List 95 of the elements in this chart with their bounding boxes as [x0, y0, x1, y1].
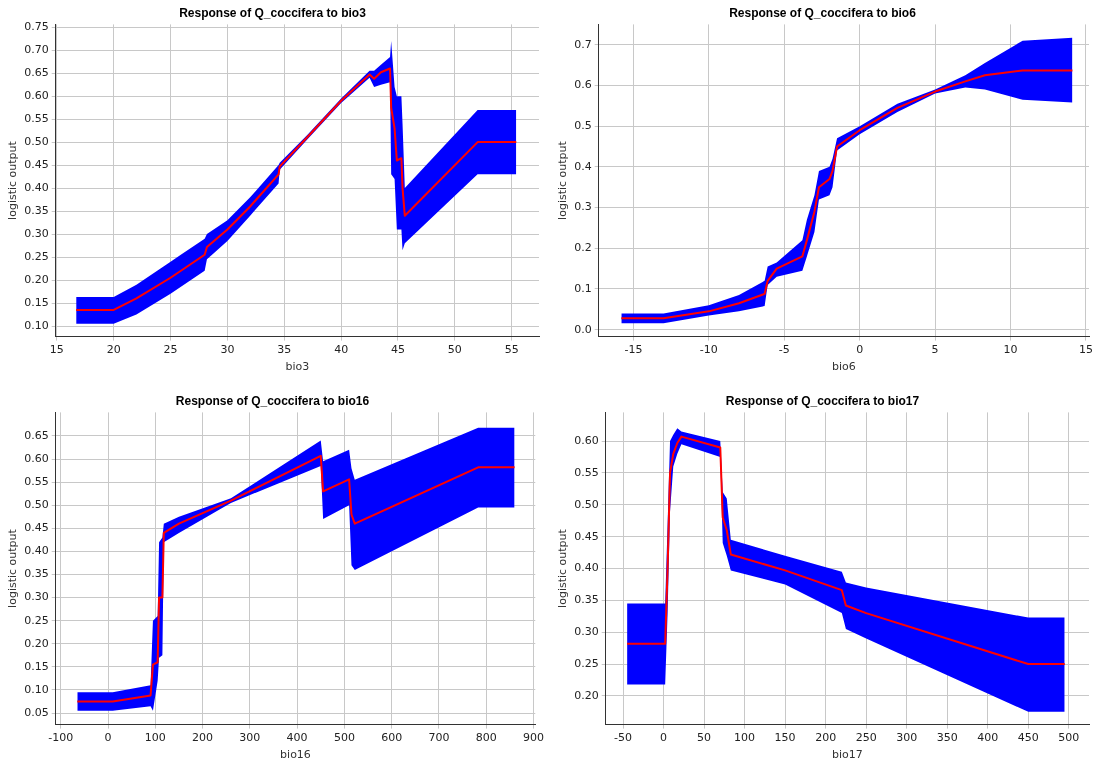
- y-tick-label: 0.3: [574, 200, 592, 214]
- x-tick-label: 45: [390, 343, 405, 357]
- x-tick-label: 0: [856, 343, 864, 357]
- x-tick-label: -5: [778, 343, 790, 357]
- y-tick-label: 0.60: [24, 88, 49, 102]
- y-tick-label: 0.50: [24, 498, 49, 512]
- y-tick-label: 0.65: [24, 428, 49, 442]
- y-tick-label: 0.10: [24, 318, 49, 332]
- y-tick-label: 0.45: [24, 521, 49, 535]
- y-tick-label: 0.45: [574, 529, 599, 543]
- chart-title: Response of Q_coccifera to bio3: [179, 5, 367, 20]
- y-tick-label: 0.05: [24, 705, 49, 719]
- y-tick-label: 0.35: [24, 203, 49, 217]
- x-tick-label: 700: [428, 731, 450, 745]
- y-tick-label: 0.60: [574, 433, 599, 447]
- y-tick-label: 0.40: [24, 180, 49, 194]
- x-tick-label: -15: [624, 343, 643, 357]
- x-tick-label: 300: [896, 731, 918, 745]
- y-tick-label: 0.10: [24, 682, 49, 696]
- x-tick-label: 40: [334, 343, 349, 357]
- y-tick-label: 0.70: [24, 43, 49, 57]
- x-tick-label: 200: [815, 731, 837, 745]
- y-tick-label: 0.40: [24, 544, 49, 558]
- y-axis-title: logistic output: [556, 140, 570, 220]
- y-axis-title: logistic output: [6, 140, 20, 220]
- x-tick-label: 35: [277, 343, 292, 357]
- x-axis-title: bio3: [285, 360, 310, 374]
- y-tick-label: 0.5: [574, 119, 592, 133]
- y-tick-label: 0.55: [24, 111, 49, 125]
- chart-title: Response of Q_coccifera to bio6: [729, 5, 917, 20]
- x-tick-label: -100: [48, 731, 74, 745]
- x-tick-label: 600: [381, 731, 403, 745]
- y-tick-label: 0.50: [574, 497, 599, 511]
- x-tick-label: 500: [1058, 731, 1080, 745]
- x-tick-label: 100: [734, 731, 756, 745]
- y-tick-label: 0.40: [574, 561, 599, 575]
- y-tick-label: 0.20: [574, 688, 599, 702]
- y-tick-label: 0.6: [574, 78, 592, 92]
- chart-title: Response of Q_coccifera to bio17: [725, 393, 920, 408]
- y-tick-label: 0.15: [24, 295, 49, 309]
- x-tick-label: 200: [192, 731, 214, 745]
- x-tick-label: 250: [855, 731, 877, 745]
- x-tick-label: 400: [977, 731, 999, 745]
- x-tick-label: 50: [447, 343, 462, 357]
- x-axis-title: bio6: [831, 360, 856, 374]
- y-tick-label: 0.30: [574, 625, 599, 639]
- y-tick-label: 0.1: [574, 281, 592, 295]
- y-tick-label: 0.35: [574, 593, 599, 607]
- y-tick-label: 0.30: [24, 590, 49, 604]
- x-tick-label: 900: [522, 731, 544, 745]
- x-tick-label: 10: [1003, 343, 1018, 357]
- x-tick-label: 800: [475, 731, 497, 745]
- y-tick-label: 0.0: [574, 322, 592, 336]
- chart-title: Response of Q_coccifera to bio16: [175, 393, 370, 408]
- y-tick-label: 0.2: [574, 241, 592, 255]
- y-tick-label: 0.25: [574, 656, 599, 670]
- x-tick-label: 450: [1017, 731, 1039, 745]
- y-axis-title: logistic output: [6, 528, 20, 608]
- y-tick-label: 0.50: [24, 134, 49, 148]
- x-tick-label: 20: [106, 343, 121, 357]
- y-tick-label: 0.65: [24, 66, 49, 79]
- x-tick-label: 55: [504, 343, 519, 357]
- x-tick-label: -10: [699, 343, 718, 357]
- x-tick-label: 350: [936, 731, 958, 745]
- y-tick-label: 0.25: [24, 613, 49, 627]
- x-axis-title: bio16: [280, 748, 311, 762]
- x-tick-label: 5: [931, 343, 939, 357]
- y-tick-label: 0.20: [24, 636, 49, 650]
- y-tick-label: 0.45: [24, 157, 49, 171]
- x-tick-label: 400: [286, 731, 308, 745]
- y-tick-label: 0.75: [24, 20, 49, 34]
- x-tick-label: 25: [163, 343, 178, 357]
- y-tick-label: 0.15: [24, 659, 49, 673]
- x-tick-label: 150: [774, 731, 796, 745]
- x-tick-label: 15: [1078, 343, 1093, 357]
- y-axis-title: logistic output: [556, 528, 570, 608]
- x-tick-label: -50: [614, 731, 633, 745]
- y-tick-label: 0.30: [24, 226, 49, 240]
- y-tick-label: 0.55: [24, 475, 49, 488]
- x-tick-label: 0: [660, 731, 668, 745]
- y-tick-label: 0.35: [24, 567, 49, 581]
- x-tick-label: 500: [333, 731, 355, 745]
- y-tick-label: 0.7: [574, 37, 592, 51]
- x-tick-label: 15: [49, 343, 64, 357]
- x-tick-label: 0: [104, 731, 112, 745]
- x-tick-label: 300: [239, 731, 261, 745]
- x-tick-label: 50: [697, 731, 712, 745]
- x-axis-title: bio17: [831, 748, 863, 762]
- y-tick-label: 0.55: [574, 465, 599, 479]
- y-tick-label: 0.20: [24, 272, 49, 286]
- x-tick-label: 100: [144, 731, 166, 745]
- x-tick-label: 30: [220, 343, 235, 357]
- y-tick-label: 0.60: [24, 451, 49, 465]
- y-tick-label: 0.4: [574, 159, 592, 173]
- y-tick-label: 0.25: [24, 249, 49, 263]
